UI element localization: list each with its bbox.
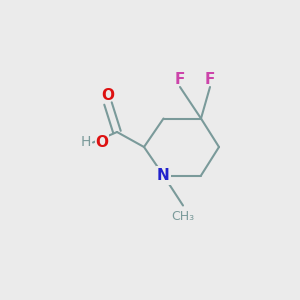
Text: CH₃: CH₃ [171, 210, 195, 223]
Text: H: H [81, 136, 92, 149]
Text: O: O [101, 88, 115, 104]
Text: F: F [175, 72, 185, 87]
Text: N: N [157, 168, 170, 183]
Text: F: F [205, 72, 215, 87]
Text: O: O [95, 135, 108, 150]
